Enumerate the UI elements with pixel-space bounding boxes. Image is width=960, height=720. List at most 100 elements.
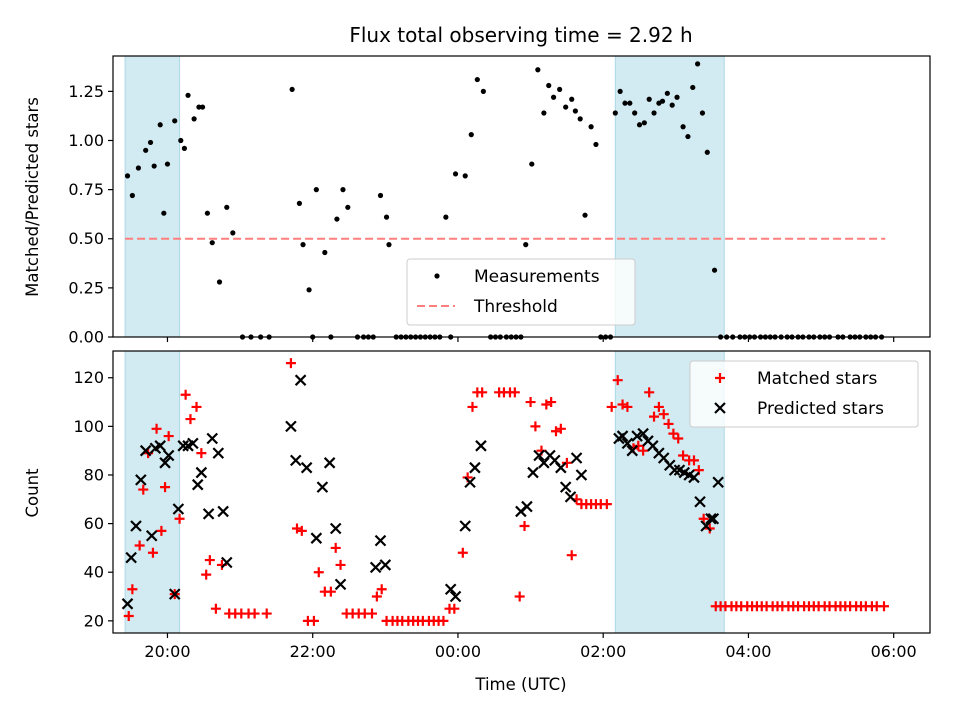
matched-stars-point (555, 423, 566, 434)
x-tick-label: 00:00 (435, 642, 481, 661)
measurements-point (669, 102, 675, 108)
measurements-point (296, 200, 302, 206)
legend: Measurements Threshold (406, 258, 636, 326)
measurements-point (557, 86, 563, 93)
bottom-y-axis-label: Count (23, 468, 42, 518)
y-tick-label: 40 (84, 563, 104, 582)
predicted-stars-point (139, 444, 152, 457)
matched-stars-point (653, 401, 664, 412)
predicted-stars-point (195, 466, 208, 479)
legend-swatch (715, 373, 725, 383)
measurements-point (582, 212, 588, 218)
measurements-point (377, 192, 384, 199)
predicted-stars-point (334, 578, 347, 591)
predicted-stars-point (469, 461, 481, 474)
measurements-point (216, 279, 223, 285)
y-tick-label: 60 (84, 514, 104, 533)
legend: Matched stars Predicted stars (689, 360, 919, 428)
predicted-stars-point (162, 449, 175, 462)
measurements-point (674, 94, 680, 100)
matched-stars-point (477, 387, 488, 398)
measurements-point (185, 92, 191, 98)
measurements-point (577, 116, 583, 122)
matched-stars-point (325, 586, 336, 597)
matched-stars-point (285, 358, 296, 369)
predicted-stars-point (374, 534, 387, 547)
measurements-point (452, 171, 459, 177)
predicted-stars-point (289, 454, 302, 467)
predicted-stars-point (379, 559, 392, 571)
matched-stars-point (308, 615, 319, 626)
matched-stars-point (566, 550, 577, 561)
matched-stars-point (658, 409, 669, 420)
predicted-stars-point (712, 476, 724, 489)
measurements-point (340, 187, 346, 193)
matched-stars-point (180, 389, 191, 400)
predicted-stars-point (285, 420, 297, 433)
y-tick-label: 1.00 (68, 131, 104, 150)
measurements-point (135, 165, 142, 171)
legend-box (689, 360, 919, 428)
predicted-stars-point (369, 561, 382, 574)
y-tick-label: 0.25 (68, 278, 104, 297)
measurements-point (617, 88, 623, 94)
predicted-stars-point (621, 437, 634, 450)
x-axis-label: Time (UTC) (474, 675, 566, 694)
matched-stars-point (638, 445, 649, 456)
predicted-stars-point (191, 478, 204, 491)
measurements-point (680, 124, 686, 130)
matched-stars-point (196, 448, 207, 459)
bottom-panel: 20 40 60 80 100 120 20:00 22:00 00:00 02:00 04:00 0… (73, 350, 931, 661)
matched-stars-point (210, 603, 221, 614)
predicted-stars-point (527, 466, 539, 479)
measurements-point (345, 204, 351, 210)
predicted-stars-point (121, 598, 134, 610)
predicted-stars-point (212, 447, 225, 459)
measurements-point (690, 84, 696, 91)
matched-stars-point (313, 567, 324, 578)
predicted-stars-point (616, 430, 629, 442)
matched-stars-point (633, 440, 644, 451)
predicted-stars-point (575, 469, 588, 481)
measurements-point (196, 104, 202, 110)
legend-swatch (434, 273, 440, 279)
measurements-point (199, 104, 206, 110)
predicted-stars-point (555, 461, 567, 474)
top-y-axis-label: Matched/Predicted stars (23, 97, 42, 297)
matched-stars-point (249, 608, 260, 619)
y-tick-label: 100 (73, 417, 104, 436)
predicted-stars-point (637, 427, 649, 440)
measurements-point (151, 163, 157, 169)
measurements-point (695, 61, 701, 67)
predicted-stars-point (206, 432, 219, 445)
measurements-point (191, 116, 197, 122)
matched-stars-point (546, 397, 557, 408)
predicted-stars-point (177, 440, 189, 452)
matched-stars-point (514, 591, 525, 602)
legend-label: Matched stars (757, 369, 877, 389)
predicted-stars-point (559, 481, 572, 493)
matched-stars-point (612, 375, 623, 386)
predicted-stars-point (707, 512, 720, 525)
matched-stars-point (688, 455, 699, 466)
predicted-stars-point (464, 476, 476, 489)
x-tick-label: 02:00 (580, 642, 626, 661)
measurements-point (699, 110, 706, 116)
measurements-point (224, 204, 230, 210)
predicted-stars-point (145, 529, 158, 542)
plot-frame (112, 350, 931, 634)
x-tick-label: 20:00 (144, 642, 190, 661)
measurements-point (651, 110, 657, 116)
predicted-stars-point (154, 440, 166, 452)
matched-stars-point (530, 421, 541, 432)
matched-stars-point (163, 431, 174, 442)
matched-stars-point (330, 542, 341, 553)
measurements-point (480, 88, 486, 94)
plot-frame (112, 55, 931, 338)
measurements-point (622, 100, 628, 106)
y-tick-label: 20 (84, 611, 104, 630)
measurements-point (612, 110, 618, 116)
measurements-point (646, 96, 652, 102)
measurements-point (129, 192, 135, 199)
